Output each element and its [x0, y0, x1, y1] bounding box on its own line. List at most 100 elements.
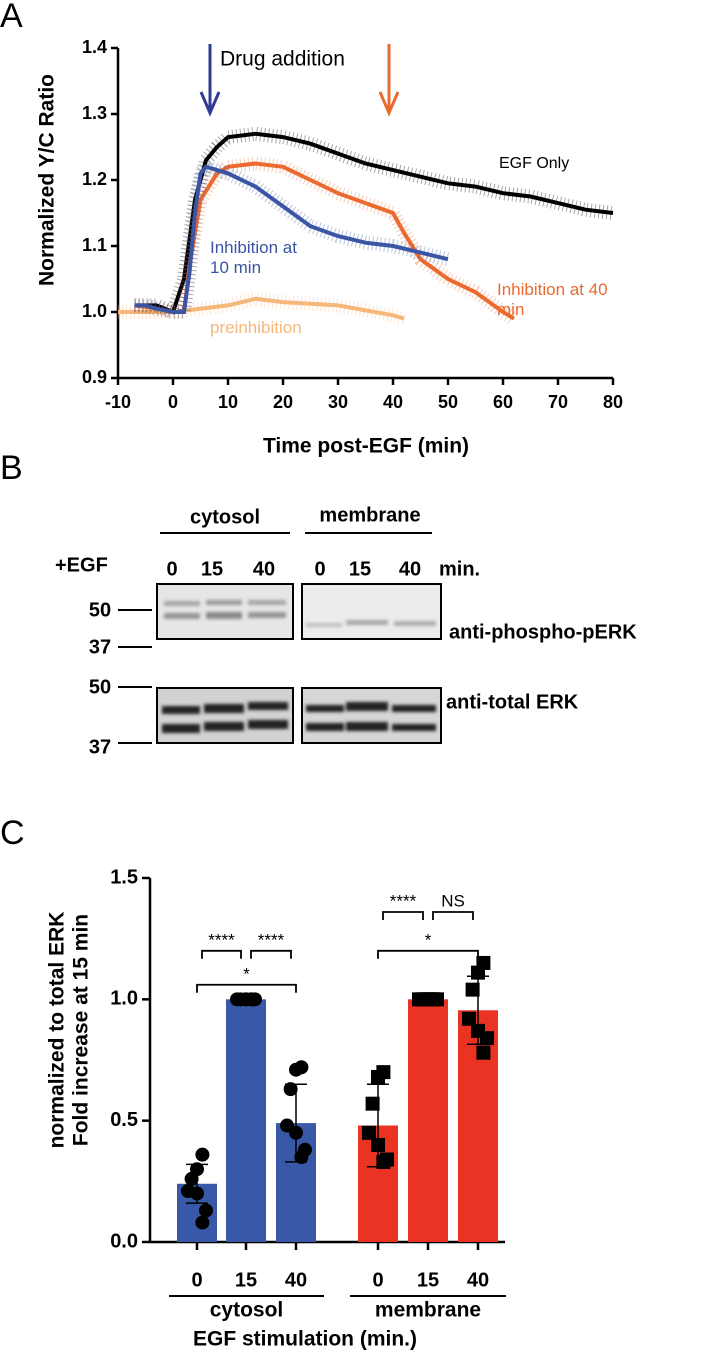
y-axis-label: Fold increase at 15 min: [70, 914, 93, 1146]
significance-label: *: [425, 930, 432, 949]
data-point: [371, 1069, 385, 1084]
y-tick-label: 1.4: [82, 37, 107, 57]
y-tick-label: 0.0: [110, 1230, 138, 1252]
data-point: [199, 1203, 213, 1218]
group-label: membrane: [375, 1299, 481, 1322]
series-label: EGF Only: [499, 155, 570, 172]
series-label: Inhibition at 40 min: [497, 280, 608, 319]
y-axis-label: Normalized Y/C Ratio: [36, 74, 59, 286]
time-label: 0: [314, 558, 325, 580]
panel-letter: C: [0, 814, 25, 852]
data-point: [462, 1011, 476, 1026]
x-tick-label: 80: [603, 392, 623, 412]
data-point: [289, 1125, 303, 1140]
significance-bracket: [196, 983, 297, 993]
y-tick-label: 0.9: [82, 367, 107, 387]
y-tick-label: 1.5: [110, 866, 138, 888]
arrow: [378, 44, 400, 117]
data-point: [376, 1154, 391, 1169]
group-label: cytosol: [210, 1299, 284, 1322]
x-tick-label: 40: [383, 392, 403, 412]
series-line: [134, 164, 449, 314]
significance-bracket: [432, 911, 474, 920]
annotation: Drug addition: [220, 48, 345, 71]
data-point: [184, 1171, 199, 1186]
data-point: [471, 965, 485, 980]
x-tick-label: 20: [273, 392, 293, 412]
significance-label: NS: [441, 891, 465, 910]
x-tick-label: 0: [372, 1269, 383, 1291]
significance-label: *: [243, 964, 250, 983]
x-tick-label: 15: [235, 1269, 257, 1291]
mw-marker: 50: [89, 599, 111, 621]
series-label: preinhibition: [210, 318, 302, 337]
panel-letter: A: [0, 0, 23, 35]
data-point: [283, 1082, 298, 1097]
time-label: 0: [166, 558, 177, 580]
data-point: [480, 1031, 494, 1046]
data-point: [289, 1062, 303, 1077]
x-tick-label: 0: [191, 1269, 202, 1291]
mw-marker: 50: [89, 676, 111, 698]
significance-label: ****: [258, 930, 285, 949]
mw-marker: 37: [89, 736, 111, 758]
x-tick-label: 10: [218, 392, 238, 412]
time-label: 15: [349, 558, 371, 580]
treatment-label: +EGF: [55, 554, 108, 576]
data-point: [476, 1045, 491, 1060]
data-point: [195, 1215, 210, 1230]
group-label: membrane: [319, 504, 420, 526]
rules: [118, 532, 432, 744]
x-axis-label: Time post-EGF (min): [263, 435, 469, 458]
x-tick-label: 0: [168, 392, 178, 412]
bar: [408, 999, 448, 1242]
significance-bracket: [382, 911, 424, 920]
y-tick-label: 0.5: [110, 1109, 138, 1131]
data-point: [362, 1125, 376, 1140]
y-tick-label: 1.2: [82, 169, 107, 189]
significance-bracket: [250, 949, 292, 959]
bar: [226, 999, 266, 1242]
significance-label: ****: [390, 891, 417, 910]
arrow: [199, 44, 221, 117]
x-tick-label: 30: [328, 392, 348, 412]
x-tick-label: 70: [548, 392, 568, 412]
row-label: anti-total ERK: [446, 691, 579, 713]
row-label: anti-phospho-pERK: [449, 621, 637, 643]
blot: [156, 583, 442, 744]
significance-bracket: [377, 949, 479, 959]
time-label: 40: [399, 558, 421, 580]
x-tick-label: 60: [493, 392, 513, 412]
x-tick-label: 40: [285, 1269, 307, 1291]
unit-label: min.: [439, 558, 480, 580]
series-label: Inhibition at 10 min: [210, 238, 297, 277]
series-line: [134, 131, 614, 315]
x-tick-label: 15: [417, 1269, 439, 1291]
x-tick-label: -10: [105, 392, 131, 412]
data-point: [294, 1150, 309, 1165]
x-tick-label: 50: [438, 392, 458, 412]
time-label: 40: [253, 558, 275, 580]
y-tick-label: 1.1: [82, 235, 107, 255]
significance-label: ****: [208, 930, 235, 949]
data-point: [195, 1147, 210, 1162]
data-point: [465, 982, 480, 997]
data-point: [244, 992, 259, 1007]
y-tick-label: 1.0: [110, 988, 138, 1010]
x-axis-label: EGF stimulation (min.): [193, 1328, 417, 1351]
group-label: cytosol: [190, 506, 260, 528]
time-label: 15: [201, 558, 223, 580]
panel-letter: B: [0, 449, 23, 487]
data-point: [190, 1186, 204, 1201]
data-point: [365, 1096, 380, 1111]
data-point: [426, 992, 441, 1007]
y-tick-label: 1.3: [82, 103, 107, 123]
mw-marker: 37: [89, 636, 111, 658]
data-point: [371, 1137, 385, 1152]
significance-bracket: [201, 949, 242, 959]
y-tick-label: 1.0: [82, 301, 107, 321]
y-axis-label: normalized to total ERK: [46, 912, 69, 1149]
x-tick-label: 40: [467, 1269, 489, 1291]
